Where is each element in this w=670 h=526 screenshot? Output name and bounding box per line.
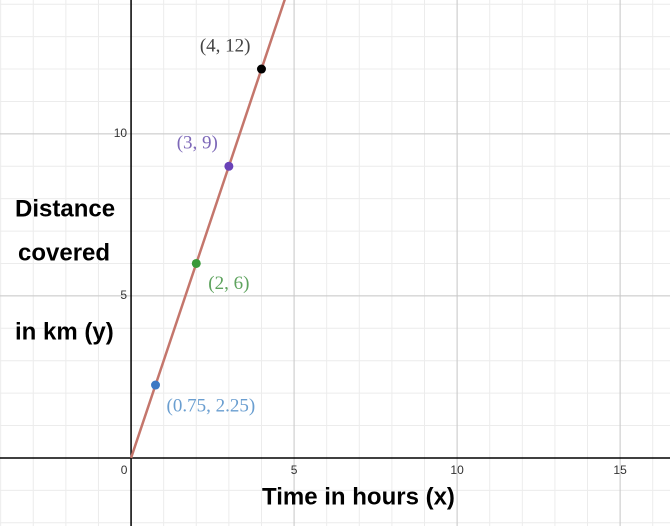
point (224, 161, 234, 171)
point-label: (3, 9) (177, 133, 218, 154)
line (129, 0, 286, 459)
x-tick-label: 15 (613, 463, 627, 477)
x-tick-label: 0 (121, 463, 128, 477)
y-tick-label: 5 (120, 288, 127, 302)
point (191, 258, 201, 268)
y-axis-label: Distance (15, 195, 115, 222)
point-label: (0.75, 2.25) (167, 395, 256, 416)
point-label: (4, 12) (200, 35, 251, 56)
x-tick-label: 5 (291, 463, 298, 477)
point (151, 380, 161, 390)
plot-area (129, 0, 286, 459)
y-axis-label: covered (18, 239, 110, 266)
point-label: (2, 6) (208, 273, 249, 294)
y-tick-label: 10 (114, 126, 128, 140)
point (256, 64, 266, 74)
x-axis-label: Time in hours (x) (262, 483, 455, 510)
x-tick-label: 10 (450, 463, 464, 477)
y-axis-label: in km (y) (15, 318, 114, 345)
